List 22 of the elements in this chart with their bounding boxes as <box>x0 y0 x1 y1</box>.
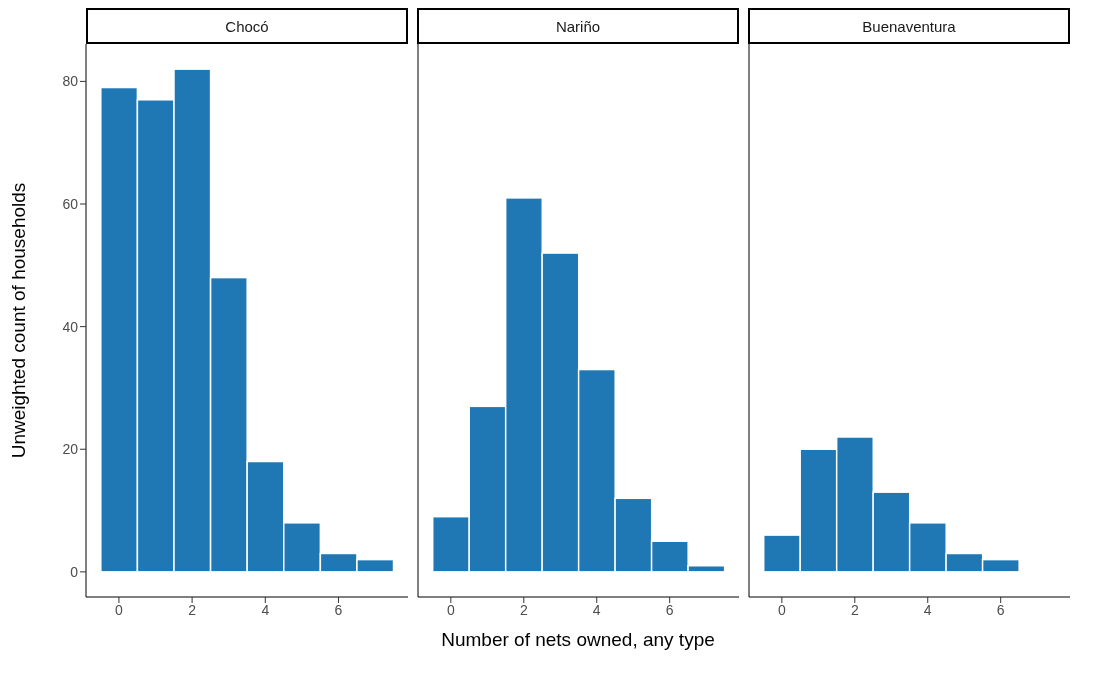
x-tick-label: 4 <box>592 601 601 618</box>
x-tick-label: 6 <box>334 601 343 618</box>
chart-title: Buenaventura <box>748 8 1070 44</box>
x-tick-label: 4 <box>923 601 932 618</box>
y-axis-title: Unweighted count of households <box>7 182 29 459</box>
x-tick-label: 6 <box>665 601 674 618</box>
x-tick-label: 2 <box>850 601 859 618</box>
y-tick-label: 0 <box>70 563 79 580</box>
x-tick-label: 4 <box>261 601 270 618</box>
chart-title: Chocó <box>86 8 408 44</box>
x-tick-label: 0 <box>777 601 786 618</box>
x-axis-title: Number of nets owned, any type <box>440 629 716 651</box>
x-tick-label: 2 <box>188 601 197 618</box>
x-tick-label: 6 <box>996 601 1005 618</box>
chart-title: Nariño <box>417 8 739 44</box>
x-tick-label: 0 <box>115 601 124 618</box>
y-tick-label: 40 <box>62 318 79 335</box>
y-tick-label: 20 <box>62 441 79 458</box>
x-tick-label: 0 <box>446 601 455 618</box>
x-tick-label: 2 <box>519 601 528 618</box>
y-tick-label: 60 <box>62 195 79 212</box>
y-tick-label: 80 <box>62 73 79 90</box>
